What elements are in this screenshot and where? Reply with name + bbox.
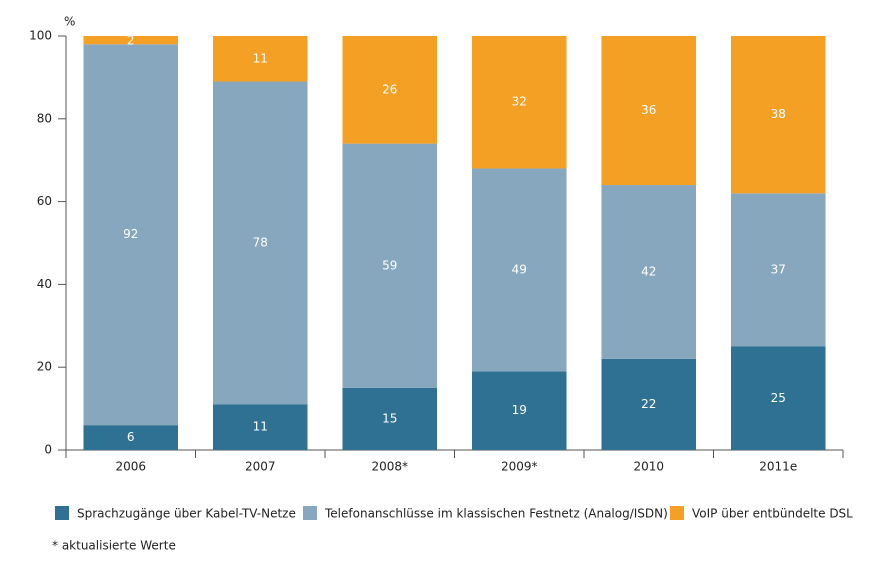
bar-segment — [730, 193, 826, 347]
bar-segment — [83, 425, 179, 450]
bar-segment — [471, 168, 567, 372]
bar-segment — [342, 36, 438, 144]
value-label: 6 — [127, 430, 135, 444]
value-label: 22 — [641, 397, 656, 411]
bar-segment — [342, 143, 438, 388]
bar-segment — [212, 404, 308, 450]
y-tick-label: 40 — [37, 277, 52, 291]
value-label: 11 — [253, 51, 268, 65]
bar-segment — [601, 36, 697, 186]
bar-segment — [730, 36, 826, 194]
y-tick-label: 80 — [37, 111, 52, 125]
y-tick-label: 0 — [44, 443, 52, 457]
value-label: 32 — [512, 95, 527, 109]
value-label: 49 — [512, 262, 527, 276]
x-tick-label: 2007 — [245, 460, 276, 474]
x-tick-label: 2008* — [371, 460, 408, 474]
value-label: 2 — [127, 34, 135, 48]
value-label: 26 — [382, 82, 397, 96]
value-label: 11 — [253, 420, 268, 434]
bar-segment — [471, 371, 567, 450]
value-label: 37 — [771, 262, 786, 276]
legend-swatch — [55, 506, 69, 520]
value-label: 25 — [771, 391, 786, 405]
x-tick-label: 2010 — [633, 460, 664, 474]
bar-segment — [83, 44, 179, 426]
legend-swatch — [670, 506, 684, 520]
x-tick-label: 2009* — [501, 460, 538, 474]
legend-label: VoIP über entbündelte DSL — [692, 507, 853, 521]
value-label: 78 — [253, 236, 268, 250]
x-tick-label: 2011e — [759, 460, 797, 474]
value-label: 38 — [771, 107, 786, 121]
legend-label: Sprachzugänge über Kabel-TV-Netze — [77, 507, 296, 521]
bar-segment — [83, 36, 179, 45]
legend-swatch — [303, 506, 317, 520]
bar-segment — [601, 358, 697, 450]
value-label: 59 — [382, 258, 397, 272]
value-label: 19 — [512, 403, 527, 417]
bar-segment — [730, 346, 826, 450]
bar-segment — [212, 36, 308, 82]
value-label: 92 — [123, 227, 138, 241]
bar-segment — [601, 185, 697, 359]
y-tick-label: 100 — [29, 29, 52, 43]
x-tick-label: 2006 — [115, 460, 146, 474]
value-label: 15 — [382, 411, 397, 425]
bar-segment — [471, 36, 567, 169]
bar-segment — [342, 387, 438, 450]
footnote: * aktualisierte Werte — [52, 539, 176, 553]
value-label: 42 — [641, 264, 656, 278]
y-tick-label: 60 — [37, 194, 52, 208]
y-tick-label: 20 — [37, 360, 52, 374]
legend-label: Telefonanschlüsse im klassischen Festnet… — [324, 507, 668, 521]
y-unit: % — [64, 15, 75, 29]
bar-segment — [212, 81, 308, 405]
value-label: 36 — [641, 103, 656, 117]
